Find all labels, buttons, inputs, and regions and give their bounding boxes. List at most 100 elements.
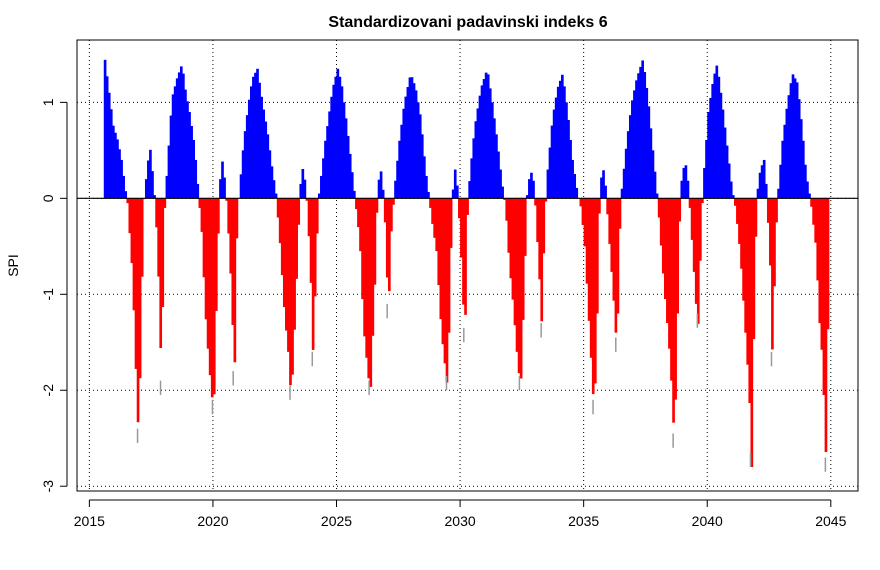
spi-bar (167, 145, 171, 199)
spi-bar (478, 95, 482, 199)
spi-bar (231, 198, 235, 325)
x-tick-label: 2015 (74, 513, 105, 529)
spi-bar (713, 73, 717, 199)
spi-bar (824, 198, 828, 453)
spi-bar (554, 97, 558, 199)
spi-bar (256, 68, 259, 199)
spi-bar (173, 86, 177, 199)
spi-bar (243, 131, 247, 199)
spi-bar (719, 92, 723, 199)
y-tick-label: 0 (40, 194, 56, 202)
spi-bar (375, 198, 379, 213)
spi-bar (398, 140, 401, 199)
spi-bar (130, 198, 134, 264)
spi-bar (511, 198, 515, 300)
spi-bar (443, 198, 447, 364)
spi-bar (453, 169, 457, 199)
spi-bar (247, 99, 251, 199)
spi-bar (431, 198, 434, 224)
spi-bar (462, 198, 465, 305)
spi-bar (280, 198, 284, 276)
spi-bar (641, 60, 644, 199)
spi-bar (538, 198, 542, 280)
spi-bar (192, 139, 195, 199)
spi-bar (756, 188, 760, 199)
spi-bar (177, 72, 181, 199)
spi-bar (260, 96, 263, 199)
spi-bar (179, 66, 183, 199)
spi-bar (348, 153, 352, 199)
spi-bar (109, 109, 113, 199)
spi-bar (307, 198, 311, 237)
x-tick-label: 2025 (321, 513, 352, 529)
spi-bar (322, 158, 325, 199)
spi-bar (703, 167, 706, 199)
y-axis: -3 -2 -1 0 1 (40, 98, 68, 492)
spi-bar (202, 198, 206, 278)
spi-bar (715, 65, 719, 199)
spi-bar (297, 198, 301, 225)
spi-bar (486, 74, 490, 199)
spi-bar (740, 198, 743, 269)
spi-bar (153, 195, 156, 199)
spi-bar (338, 76, 342, 199)
spi-bar (717, 76, 721, 199)
spi-bar (540, 198, 544, 322)
spi-bar (132, 198, 136, 311)
spi-bar (812, 198, 815, 225)
spi-bar (476, 108, 480, 199)
spi-bar (604, 185, 607, 199)
spi-bar (766, 198, 770, 223)
spi-bar (593, 198, 597, 384)
bars (103, 59, 830, 472)
spi-bar (107, 92, 111, 199)
spi-bar (645, 87, 649, 199)
spi-bar (435, 198, 439, 252)
spi-bar (696, 198, 700, 324)
spi-bar (140, 198, 144, 277)
spi-bar (412, 83, 416, 199)
spi-bar (565, 102, 568, 199)
spi-bar (394, 180, 397, 199)
spi-bar (639, 66, 642, 199)
spi-bar (163, 198, 167, 208)
y-tick-label: -2 (40, 384, 56, 397)
spi-bar (729, 181, 733, 199)
spi-bar (392, 198, 395, 205)
spi-bar (779, 164, 782, 199)
spi-bar (651, 150, 655, 199)
spi-bar (383, 198, 387, 223)
spi-bar (418, 114, 422, 199)
spi-bar (657, 198, 661, 218)
spi-bar (282, 198, 286, 308)
spi-bar (783, 124, 787, 199)
spi-bar (169, 115, 173, 199)
spi-bar (579, 198, 583, 207)
spi-bar (367, 198, 371, 379)
spi-bar (355, 198, 358, 210)
spi-bar (499, 169, 502, 199)
spi-bar (723, 127, 727, 199)
spi-bar (227, 198, 231, 234)
spi-bar (567, 119, 570, 199)
spi-bar (808, 193, 811, 199)
spi-bar (758, 172, 762, 199)
spi-bar (746, 198, 750, 365)
spi-bar (626, 131, 630, 199)
spi-bar (334, 76, 338, 199)
spi-bar (138, 198, 142, 379)
y-tick-label: -1 (40, 288, 56, 301)
spi-bar (826, 198, 830, 330)
spi-bar (239, 174, 243, 199)
spi-bar (734, 198, 737, 206)
spi-bar (552, 109, 556, 199)
spi-bar (385, 198, 389, 278)
spi-bar (126, 198, 130, 204)
spi-bar (482, 79, 486, 199)
spi-bar (369, 198, 373, 387)
spi-bar (175, 78, 179, 199)
spi-bar (806, 181, 809, 199)
spi-bar (628, 115, 632, 199)
spi-bar (795, 82, 799, 199)
